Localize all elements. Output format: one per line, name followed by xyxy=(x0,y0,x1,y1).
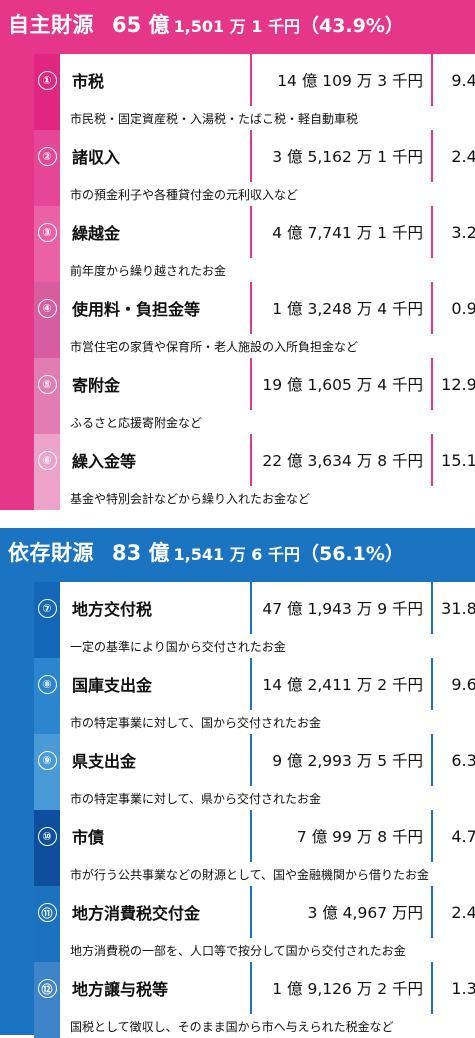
row-number-strip: ⑧ xyxy=(34,658,60,734)
revenue-item-description: 市の特定事業に対して、県から交付されたお金 xyxy=(60,786,475,810)
dependent-revenue-header: 依存財源 83 億 1,541 万 6 千円 （56.1%） xyxy=(0,528,475,570)
own-revenue-header: 自主財源 65 億 1,501 万 1 千円 （43.9%） xyxy=(0,0,475,42)
row-number-badge: ⑧ xyxy=(37,675,57,694)
revenue-item-description: ふるさと応援寄附金など xyxy=(60,410,475,434)
row-number-strip: ⑪ xyxy=(34,886,60,962)
revenue-item-name: 市税 xyxy=(60,54,250,106)
row-number-badge: ④ xyxy=(37,299,57,318)
row-number-badge: ② xyxy=(37,147,57,166)
revenue-item-description: 前年度から繰り越されたお金 xyxy=(60,258,475,282)
revenue-item-description: 市民税・固定資産税・入湯税・たばこ税・軽自動車税 xyxy=(60,106,475,130)
row-number-strip: ⑩ xyxy=(34,810,60,886)
revenue-item-name: 繰入金等 xyxy=(60,434,250,486)
revenue-item-description: 市の特定事業に対して、国から交付されたお金 xyxy=(60,710,475,734)
row-number-strip: ⑨ xyxy=(34,734,60,810)
row-number-badge: ① xyxy=(37,71,57,90)
row-number-strip: ⑥ xyxy=(34,434,60,510)
revenue-item-name: 市債 xyxy=(60,810,250,862)
revenue-item-percent: 12.9% xyxy=(433,358,475,410)
section-amount-major: 83 億 xyxy=(112,541,170,565)
row-number-strip: ④ xyxy=(34,282,60,358)
row-number-strip: ⑤ xyxy=(34,358,60,434)
revenue-item-description: 基金や特別会計などから繰り入れたお金など xyxy=(60,486,475,510)
revenue-item-description: 市の預金利子や各種貸付金の元利収入など xyxy=(60,182,475,206)
revenue-item-name: 地方交付税 xyxy=(60,582,250,634)
row-number-strip: ② xyxy=(34,130,60,206)
revenue-item-amount: 4 億 7,741 万 1 千円 xyxy=(252,206,431,258)
row-number-strip: ③ xyxy=(34,206,60,282)
revenue-item-amount: 1 億 3,248 万 4 千円 xyxy=(252,282,431,334)
section-amount-minor: 1,541 万 6 千円 xyxy=(173,545,301,564)
revenue-item-percent: 15.1% xyxy=(433,434,475,486)
row-number-badge: ⑨ xyxy=(37,751,57,770)
revenue-item-amount: 3 億 5,162 万 1 千円 xyxy=(252,130,431,182)
revenue-item-name: 地方譲与税等 xyxy=(60,962,250,1014)
revenue-item-percent: 1.3% xyxy=(433,962,475,1014)
own-revenue-section: 自主財源 65 億 1,501 万 1 千円 （43.9%） ① 市税 14 億 1… xyxy=(0,0,475,510)
revenue-item-percent: 2.4% xyxy=(433,130,475,182)
revenue-item-name: 地方消費税交付金 xyxy=(60,886,250,938)
revenue-item-name: 繰越金 xyxy=(60,206,250,258)
row-number-strip: ⑫ xyxy=(34,962,60,1038)
revenue-item-percent: 4.7% xyxy=(433,810,475,862)
row-number-badge: ⑤ xyxy=(37,375,57,394)
revenue-item-amount: 14 億 109 万 3 千円 xyxy=(252,54,431,106)
revenue-item-percent: 9.6% xyxy=(433,658,475,710)
revenue-item-percent: 2.4% xyxy=(433,886,475,938)
revenue-item-name: 寄附金 xyxy=(60,358,250,410)
revenue-item-amount: 14 億 2,411 万 2 千円 xyxy=(252,658,431,710)
revenue-item-name: 使用料・負担金等 xyxy=(60,282,250,334)
row-number-badge: ⑦ xyxy=(37,599,57,618)
revenue-item-description: 一定の基準により国から交付されたお金 xyxy=(60,634,475,658)
row-number-badge: ⑪ xyxy=(37,903,57,922)
row-number-strip: ⑦ xyxy=(34,582,60,658)
revenue-item-amount: 22 億 3,634 万 8 千円 xyxy=(252,434,431,486)
revenue-item-amount: 9 億 2,993 万 5 千円 xyxy=(252,734,431,786)
revenue-item-amount: 47 億 1,943 万 9 千円 xyxy=(252,582,431,634)
row-number-badge: ⑫ xyxy=(37,979,57,998)
revenue-item-percent: 0.9% xyxy=(433,282,475,334)
revenue-item-description: 国税として徴収し、そのまま国から市へ与えられた税金など xyxy=(60,1014,475,1038)
revenue-item-name: 諸収入 xyxy=(60,130,250,182)
revenue-item-percent: 3.2% xyxy=(433,206,475,258)
revenue-item-description: 市営住宅の家賃や保育所・老人施設の入所負担金など xyxy=(60,334,475,358)
revenue-item-percent: 9.4% xyxy=(433,54,475,106)
revenue-item-amount: 19 億 1,605 万 4 千円 xyxy=(252,358,431,410)
row-number-badge: ③ xyxy=(37,223,57,242)
revenue-item-amount: 1 億 9,126 万 2 千円 xyxy=(252,962,431,1014)
section-title: 自主財源 xyxy=(8,13,94,37)
section-title: 依存財源 xyxy=(8,541,94,565)
revenue-item-description: 地方消費税の一部を、人口等で按分して国から交付されたお金 xyxy=(60,938,475,962)
dependent-revenue-section: 依存財源 83 億 1,541 万 6 千円 （56.1%） ⑦ 地方交付税 47 … xyxy=(0,528,475,1038)
section-amount-major: 65 億 xyxy=(112,13,170,37)
section-percent: （56.1%） xyxy=(300,543,404,565)
revenue-item-name: 県支出金 xyxy=(60,734,250,786)
row-number-badge: ⑩ xyxy=(37,827,57,846)
revenue-item-percent: 31.8% xyxy=(433,582,475,634)
row-number-strip: ① xyxy=(34,54,60,130)
revenue-item-percent: 6.3% xyxy=(433,734,475,786)
row-number-badge: ⑥ xyxy=(37,451,57,470)
revenue-item-description: 市が行う公共事業などの財源として、国や金融機関から借りたお金 xyxy=(60,862,475,886)
revenue-item-name: 国庫支出金 xyxy=(60,658,250,710)
section-amount-minor: 1,501 万 1 千円 xyxy=(173,17,301,36)
revenue-item-amount: 7 億 99 万 8 千円 xyxy=(252,810,431,862)
section-percent: （43.9%） xyxy=(300,15,404,37)
revenue-item-amount: 3 億 4,967 万円 xyxy=(252,886,431,938)
